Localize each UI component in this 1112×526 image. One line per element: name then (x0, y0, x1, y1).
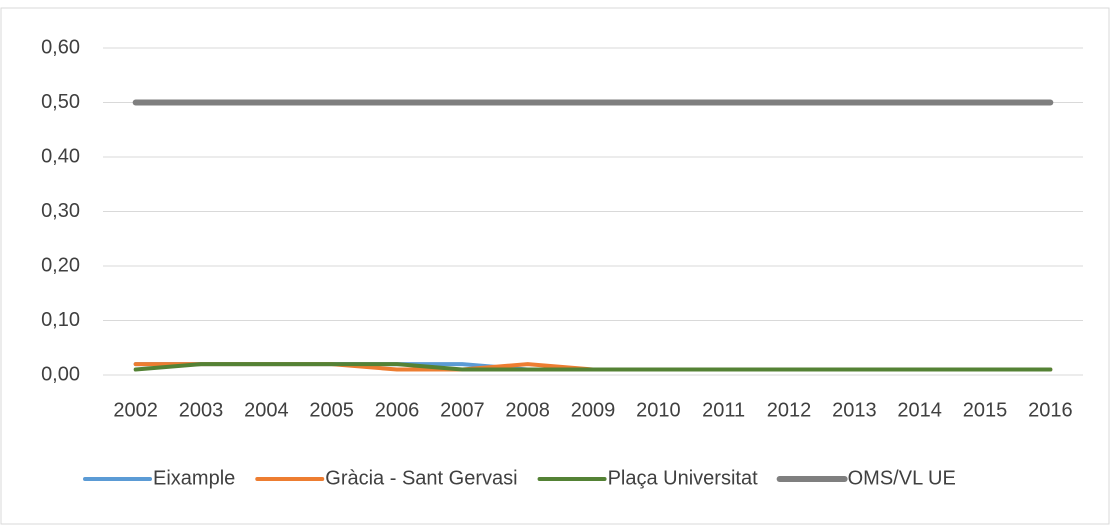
legend-label: Plaça Universitat (608, 467, 759, 489)
y-tick-label: 0,00 (41, 363, 80, 385)
x-tick-label: 2009 (571, 399, 616, 421)
x-tick-label: 2003 (179, 399, 224, 421)
x-tick-label: 2005 (309, 399, 354, 421)
y-tick-label: 0,60 (41, 36, 80, 58)
x-tick-label: 2004 (244, 399, 289, 421)
series-line (133, 362, 1053, 372)
x-tick-label: 2012 (767, 399, 812, 421)
x-tick-label: 2002 (113, 399, 158, 421)
x-tick-label: 2016 (1028, 399, 1073, 421)
x-tick-label: 2010 (636, 399, 681, 421)
x-tick-label: 2015 (963, 399, 1008, 421)
x-tick-label: 2013 (832, 399, 877, 421)
x-tick-label: 2007 (440, 399, 485, 421)
x-tick-label: 2014 (897, 399, 942, 421)
x-tick-label: 2006 (375, 399, 420, 421)
y-tick-label: 0,40 (41, 145, 80, 167)
legend-label: Gràcia - Sant Gervasi (325, 467, 517, 489)
y-tick-label: 0,50 (41, 91, 80, 113)
legend-label: Eixample (153, 467, 235, 489)
x-tick-label: 2008 (505, 399, 550, 421)
y-tick-label: 0,10 (41, 309, 80, 331)
x-tick-label: 2011 (702, 399, 745, 421)
y-tick-label: 0,20 (41, 254, 80, 276)
legend-label: OMS/VL UE (848, 467, 956, 489)
y-tick-label: 0,30 (41, 200, 80, 222)
